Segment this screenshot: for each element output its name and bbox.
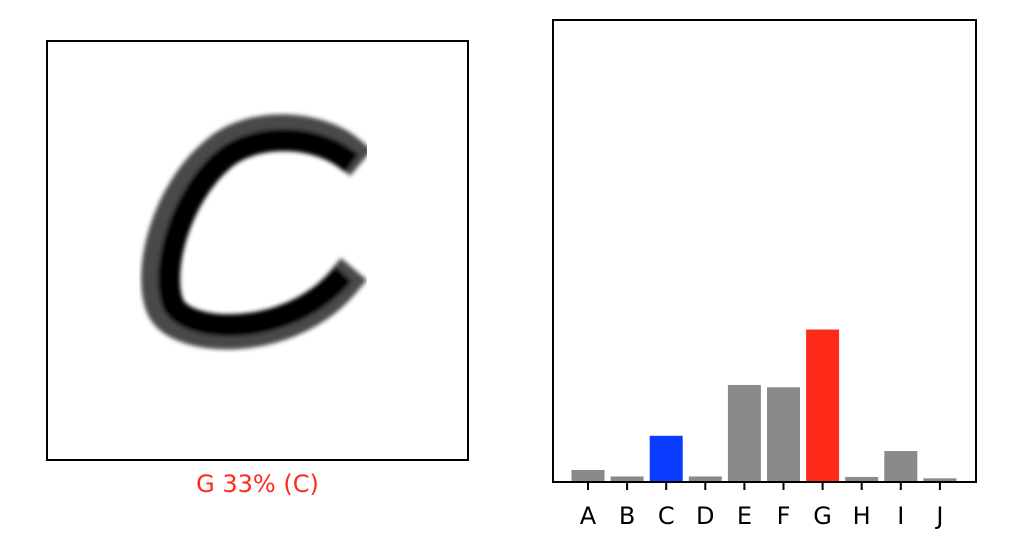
x-tick-label-H: H (853, 502, 871, 530)
bar-F (767, 387, 800, 482)
x-tick-label-A: A (580, 502, 597, 530)
x-tick-label-F: F (777, 502, 791, 530)
x-tick-label-E: E (737, 502, 752, 530)
letter-c-image (141, 114, 372, 350)
bar-G (806, 329, 840, 482)
x-tick-label-C: C (658, 502, 675, 530)
bar-I (884, 451, 918, 482)
x-tick-label-I: I (897, 502, 904, 530)
x-tick-label-B: B (619, 502, 635, 530)
x-tick-label-G: G (813, 502, 832, 530)
bar-D (688, 476, 722, 482)
bar-A (571, 469, 605, 482)
bar-H (845, 476, 879, 482)
digit-image-panel (46, 40, 469, 461)
plot-frame (552, 19, 977, 483)
bar-E (727, 384, 761, 482)
bar-B (610, 476, 644, 482)
bar-J (923, 478, 957, 482)
x-tick-label-J: J (934, 502, 943, 530)
prediction-caption: G 33% (C) (196, 470, 319, 498)
x-tick-label-D: D (696, 502, 714, 530)
bar-C (649, 435, 683, 482)
